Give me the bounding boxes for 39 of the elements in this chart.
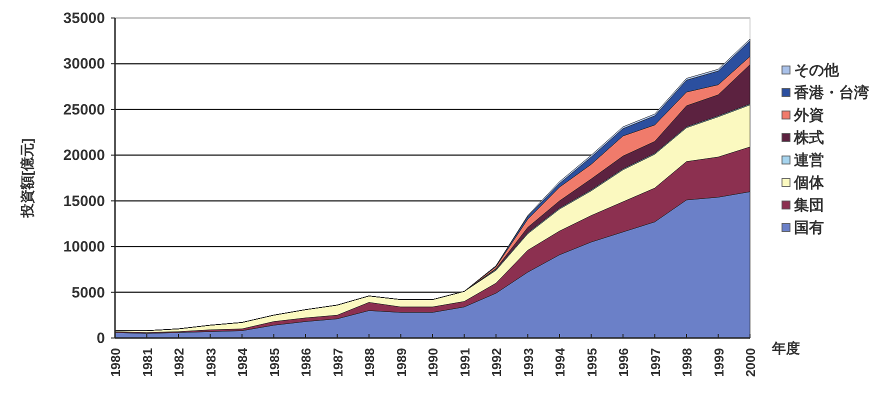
- y-tick-label: 30000: [63, 56, 105, 73]
- x-tick-label: 1987: [330, 348, 346, 377]
- x-tick-label: 1988: [362, 348, 377, 377]
- y-tick-label: 15000: [63, 192, 105, 210]
- legend-label: 株式: [793, 130, 824, 146]
- x-tick-label: 1998: [680, 348, 694, 377]
- x-tick-label: 2000: [743, 348, 758, 377]
- y-tick-label: 20000: [63, 147, 105, 164]
- legend-label: その他: [794, 62, 840, 79]
- y-tick-label: 0: [96, 330, 105, 347]
- x-axis-title: 年度: [771, 340, 800, 356]
- x-tick-label: 1980: [108, 348, 123, 377]
- x-tick-label: 1981: [140, 348, 155, 377]
- legend-label: 連営: [793, 152, 824, 169]
- x-tick-label: 1993: [520, 348, 536, 377]
- x-tick-label: 1989: [394, 348, 409, 377]
- legend-label: 集団: [793, 197, 824, 214]
- x-tick-label: 1994: [552, 347, 568, 377]
- x-tick-label: 1986: [298, 348, 314, 377]
- y-tick-label: 5000: [72, 284, 105, 302]
- x-tick-label: 1991: [457, 348, 472, 377]
- x-tick-label: 1992: [489, 348, 504, 377]
- x-tick-label: 1999: [711, 348, 726, 377]
- y-tick-label: 10000: [63, 238, 105, 256]
- legend-label: 国有: [794, 220, 824, 236]
- x-tick-label: 1996: [616, 348, 631, 377]
- legend-label: 外資: [793, 107, 824, 124]
- x-tick-label: 1982: [172, 348, 186, 377]
- legend-label: 個体: [793, 174, 825, 192]
- x-tick-label: 1985: [266, 348, 282, 377]
- x-tick-label: 1997: [648, 348, 663, 377]
- x-tick-label: 1990: [426, 348, 440, 377]
- y-axis-title: 投資額[億元]: [19, 138, 35, 219]
- x-tick-label: 1984: [235, 347, 250, 377]
- x-tick-label: 1995: [584, 348, 600, 377]
- y-tick-label: 25000: [63, 101, 105, 118]
- legend-label: 香港・台湾: [793, 84, 869, 102]
- y-tick-label: 35000: [63, 10, 105, 27]
- x-tick-label: 1983: [203, 348, 218, 377]
